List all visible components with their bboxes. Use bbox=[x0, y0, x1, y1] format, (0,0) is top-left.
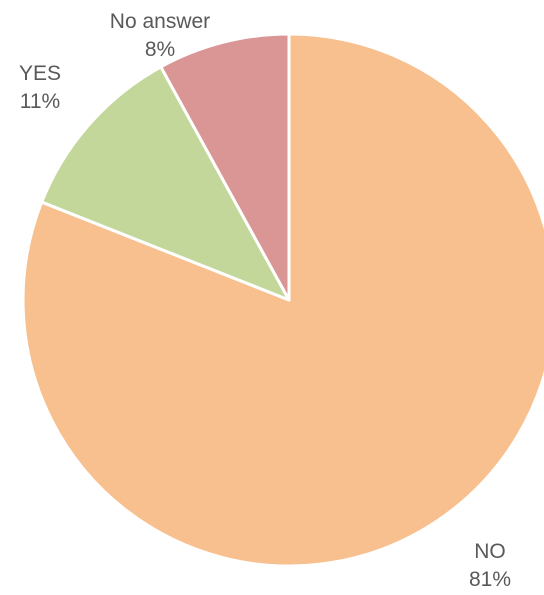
slice-percent-yes: 11% bbox=[20, 90, 60, 113]
pie-slice-no bbox=[21, 32, 544, 568]
slice-label-no-answer: No answer bbox=[110, 10, 210, 33]
pie-slice-yes bbox=[40, 65, 291, 302]
slice-percent-no-answer: 8% bbox=[145, 38, 175, 61]
slice-label-no: NO bbox=[474, 540, 506, 563]
slice-percent-no: 81% bbox=[469, 568, 511, 591]
pie-slices bbox=[21, 32, 544, 568]
slice-labels: NO 81% YES 11% No answer 8% bbox=[19, 10, 511, 591]
pie-slice-no-answer bbox=[159, 32, 291, 302]
slice-label-yes: YES bbox=[19, 62, 61, 85]
